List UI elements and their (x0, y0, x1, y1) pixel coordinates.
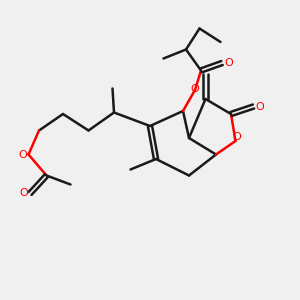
Text: O: O (190, 83, 199, 94)
Text: O: O (256, 101, 265, 112)
Text: O: O (19, 149, 28, 160)
Text: O: O (224, 58, 233, 68)
Text: O: O (19, 188, 28, 199)
Text: O: O (232, 131, 242, 142)
